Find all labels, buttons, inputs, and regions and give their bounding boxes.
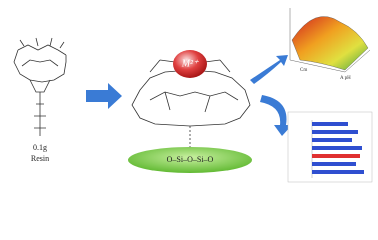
- x-axis-label: Cm: [300, 68, 307, 73]
- arrow: [260, 95, 292, 136]
- graphical-abstract: 0.1g Resin M²⁺ O–Si–O–Si–O Cm A pH: [13, 8, 373, 183]
- bar-chart-panel: [287, 111, 373, 183]
- resin-label: Resin: [31, 154, 49, 163]
- metal-ion: [173, 50, 207, 78]
- mass-label: 0.1g: [33, 143, 47, 152]
- silica-support: [128, 147, 252, 173]
- surface-plot: [289, 8, 371, 73]
- support-label: O–Si–O–Si–O: [167, 155, 214, 164]
- ion-label: M²⁺: [181, 58, 199, 69]
- arrow: [250, 55, 288, 84]
- complex-molecule: [131, 59, 251, 150]
- resin-molecule: [13, 37, 67, 136]
- y-axis-label: A pH: [340, 76, 351, 81]
- arrow: [86, 83, 122, 109]
